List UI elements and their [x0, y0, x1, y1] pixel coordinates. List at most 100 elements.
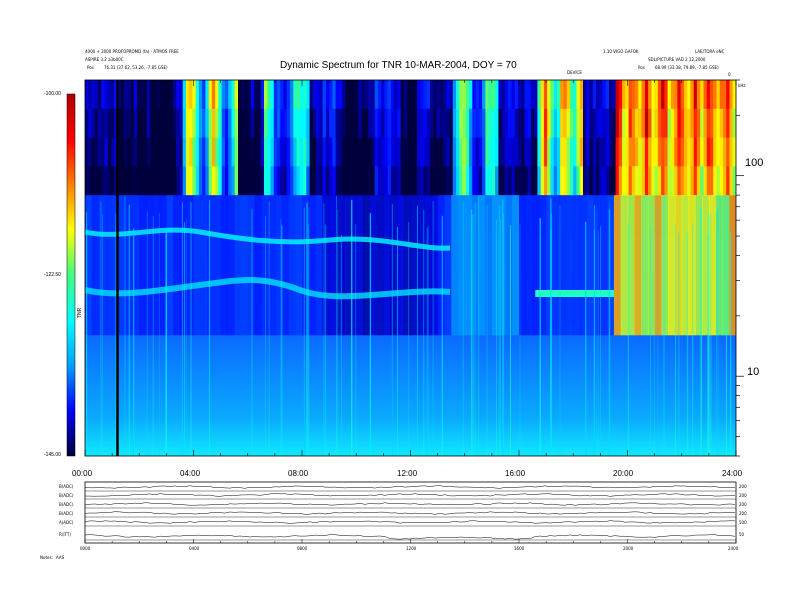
- spectrogram-cell: [257, 80, 262, 110]
- spectrogram-cell: [198, 166, 203, 196]
- spectrogram-cell: [195, 80, 200, 110]
- spectrogram-cell: [501, 166, 506, 196]
- spectrogram-cell: [485, 166, 490, 196]
- spectrogram-cell: [612, 166, 617, 196]
- spectrogram-cell: [570, 108, 574, 139]
- spectrogram-cell: [511, 166, 516, 196]
- spectrogram-cell: [615, 80, 620, 110]
- spectrogram-cell: [88, 166, 93, 196]
- spectrogram-cell: [449, 166, 454, 196]
- spectrogram-cell: [462, 80, 467, 110]
- spectrogram-cell: [579, 166, 584, 196]
- spectrogram-cell: [374, 137, 379, 167]
- spectrogram-cell: [394, 166, 399, 196]
- spectrogram-cell: [322, 166, 327, 196]
- spectrogram-cell: [207, 195, 215, 336]
- spectrogram-cell: [205, 166, 210, 196]
- spectrogram-cell: [524, 166, 529, 196]
- spectrogram-cell: [221, 137, 226, 167]
- spectrogram-cell: [532, 195, 540, 336]
- emission-line-lower: [85, 277, 451, 300]
- spectrogram-cell: [400, 166, 405, 196]
- spectrogram-cell: [127, 137, 132, 167]
- spectrogram-cell: [234, 137, 239, 167]
- spectrogram-cell: [143, 108, 148, 139]
- spectrogram-cell: [387, 108, 392, 139]
- spectrogram-cell: [218, 137, 223, 167]
- spectrogram-cell: [377, 80, 382, 110]
- spectrogram-cell: [335, 108, 340, 139]
- spectrogram-cell: [228, 80, 233, 110]
- spectrogram-cell: [391, 80, 395, 110]
- spectrogram-cell: [288, 195, 296, 336]
- spectrogram-cell: [312, 108, 317, 139]
- spectrogram-cell: [345, 80, 350, 110]
- spectrogram-cell: [696, 166, 701, 196]
- spectrogram-cell: [647, 195, 656, 336]
- spectrogram-cell: [609, 137, 613, 167]
- spectrogram-cell: [667, 80, 672, 110]
- spectrogram-cell: [241, 108, 246, 139]
- spectrogram-cell: [407, 108, 412, 139]
- spectrogram-cell: [302, 195, 310, 336]
- spectrogram-cell: [309, 166, 314, 196]
- spectrogram-cell: [234, 195, 242, 336]
- spectrogram-cell: [512, 195, 520, 336]
- spectrogram-cell: [732, 80, 736, 110]
- spectrogram-cell: [622, 137, 626, 167]
- spectrogram-cell: [657, 137, 662, 167]
- spectrogram-cell: [715, 195, 724, 336]
- spectrogram-cell: [124, 137, 128, 167]
- spectrogram-cell: [732, 137, 736, 167]
- bottom-row-right-6: 50: [739, 532, 745, 537]
- spectrogram-cell: [146, 108, 151, 139]
- spectrogram-cell: [404, 80, 408, 110]
- spectrogram-cell: [563, 80, 568, 110]
- spectrogram-cell: [312, 137, 317, 167]
- spectrogram-cell: [446, 108, 451, 139]
- spectrogram-cell: [185, 80, 190, 110]
- spectrogram-cell: [651, 80, 656, 110]
- footer-label: Notes:: [40, 555, 53, 560]
- spectrogram-cell: [596, 137, 600, 167]
- spectrogram-cell: [387, 137, 392, 167]
- spectrogram-cell: [732, 166, 736, 196]
- spectrogram-cell: [400, 80, 405, 110]
- spectrogram-cell: [579, 108, 584, 139]
- spectrogram-cell: [195, 166, 200, 196]
- spectrogram-cell: [270, 137, 275, 167]
- spectrogram-cell: [225, 108, 229, 139]
- spectrogram-cell: [690, 137, 695, 167]
- spectrogram-cell: [166, 166, 171, 196]
- footer-value: AAS: [56, 555, 65, 560]
- spectrogram-cell: [91, 108, 96, 139]
- spectrogram-cell: [247, 195, 256, 336]
- spectrogram-cell: [530, 108, 535, 139]
- spectrogram-cell: [251, 166, 255, 196]
- spectrogram-cell: [651, 166, 656, 196]
- spectrogram-cell: [615, 166, 620, 196]
- spectrogram-cell: [349, 195, 357, 336]
- spectrogram-cell: [397, 108, 402, 139]
- spectrogram-cell: [700, 166, 705, 196]
- spectrogram-cell: [553, 80, 558, 110]
- spectrogram-cell: [280, 166, 285, 196]
- spectrogram-cell: [107, 137, 112, 167]
- spectrogram-cell: [383, 195, 391, 336]
- spectrogram-cell: [696, 137, 701, 167]
- spectrogram-cell: [469, 108, 473, 139]
- spectrogram-cell: [553, 166, 558, 196]
- spectrogram-cell: [589, 166, 594, 196]
- spectrogram-cell: [469, 137, 473, 167]
- spectrogram-cell: [120, 166, 125, 196]
- spectrogram-cell: [384, 80, 389, 110]
- spectrogram-cell: [117, 80, 122, 110]
- spectrogram-cell: [452, 80, 457, 110]
- spectrogram-cell: [140, 137, 145, 167]
- spectrogram-cell: [329, 166, 333, 196]
- spectrogram-cell: [654, 137, 659, 167]
- colorbar-tick-top: -100.00: [44, 91, 61, 97]
- spectrogram-cell: [592, 108, 597, 139]
- spectrogram-cell: [274, 195, 283, 336]
- spectrogram-cell: [410, 195, 418, 336]
